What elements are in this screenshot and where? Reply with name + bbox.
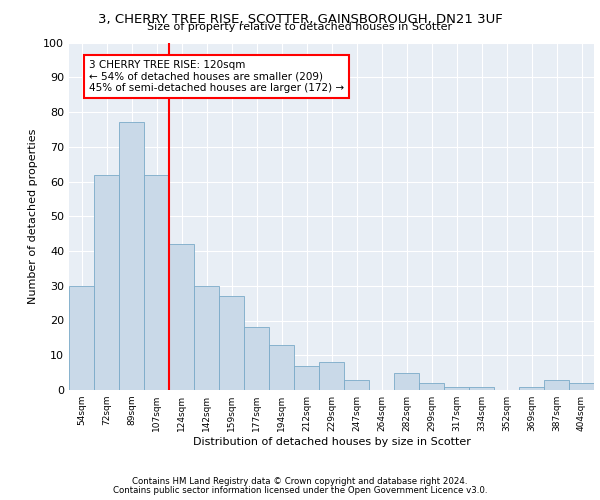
Text: Contains HM Land Registry data © Crown copyright and database right 2024.: Contains HM Land Registry data © Crown c… — [132, 478, 468, 486]
Bar — [294, 366, 319, 390]
Bar — [119, 122, 144, 390]
Bar — [269, 345, 294, 390]
Text: Contains public sector information licensed under the Open Government Licence v3: Contains public sector information licen… — [113, 486, 487, 495]
Bar — [319, 362, 344, 390]
Bar — [144, 174, 169, 390]
X-axis label: Distribution of detached houses by size in Scotter: Distribution of detached houses by size … — [193, 437, 470, 447]
Text: Size of property relative to detached houses in Scotter: Size of property relative to detached ho… — [148, 22, 452, 32]
Bar — [569, 383, 594, 390]
Bar — [419, 383, 444, 390]
Text: 3, CHERRY TREE RISE, SCOTTER, GAINSBOROUGH, DN21 3UF: 3, CHERRY TREE RISE, SCOTTER, GAINSBOROU… — [98, 12, 502, 26]
Bar — [344, 380, 369, 390]
Bar — [469, 386, 494, 390]
Y-axis label: Number of detached properties: Number of detached properties — [28, 128, 38, 304]
Bar — [169, 244, 194, 390]
Bar — [544, 380, 569, 390]
Bar — [219, 296, 244, 390]
Bar — [519, 386, 544, 390]
Bar — [244, 328, 269, 390]
Bar — [94, 174, 119, 390]
Bar — [394, 372, 419, 390]
Text: 3 CHERRY TREE RISE: 120sqm
← 54% of detached houses are smaller (209)
45% of sem: 3 CHERRY TREE RISE: 120sqm ← 54% of deta… — [89, 60, 344, 93]
Bar — [194, 286, 219, 390]
Bar — [69, 286, 94, 390]
Bar — [444, 386, 469, 390]
